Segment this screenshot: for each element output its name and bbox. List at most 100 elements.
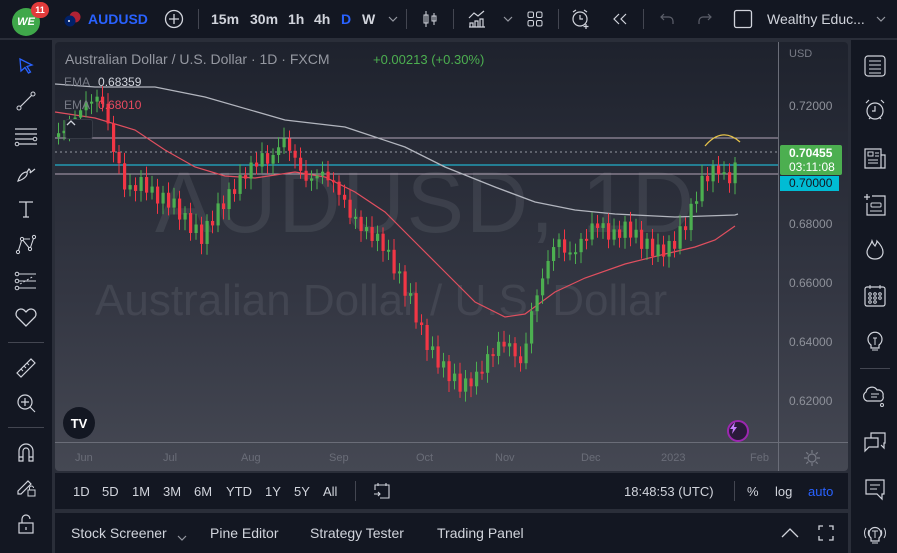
range-1y[interactable]: 1Y	[265, 484, 281, 499]
unlock-icon[interactable]	[13, 511, 39, 537]
price-axis[interactable]: USD 0.72000 0.68000 0.66000 0.64000 0.62…	[778, 42, 848, 442]
layout-name-button[interactable]: Wealthy Educ...	[767, 11, 865, 27]
horizontal-lines-icon[interactable]	[13, 124, 39, 150]
range-5y[interactable]: 5Y	[294, 484, 310, 499]
help-lightbulb-icon[interactable]	[861, 520, 889, 548]
date-range-bar: 1D 5D 1M 3M 6M YTD 1Y 5Y All 18:48:53 (U…	[55, 473, 848, 509]
ideas-lightbulb-icon[interactable]	[861, 327, 889, 355]
calendar-icon[interactable]	[861, 282, 889, 310]
range-1d[interactable]: 1D	[73, 484, 90, 499]
text-icon[interactable]	[13, 196, 39, 222]
candlestick-series	[55, 83, 778, 402]
range-all[interactable]: All	[323, 484, 338, 499]
right-widget-bar	[851, 40, 897, 553]
collapse-legend-button[interactable]	[65, 119, 93, 139]
indicators-chevron-icon[interactable]	[497, 9, 519, 29]
tab-strategy-tester[interactable]: Strategy Tester	[310, 525, 404, 541]
level-price-label: 0.70000	[780, 176, 839, 191]
au-us-flag-icon	[64, 11, 81, 27]
interval-w[interactable]: W	[362, 11, 376, 27]
interval-4h[interactable]: 4h	[314, 11, 331, 27]
candles-icon[interactable]	[419, 9, 441, 29]
replay-icon[interactable]	[609, 9, 631, 29]
price-chart[interactable]: AUDUSD, 1D Australian Dollar / U.S. Doll…	[55, 42, 848, 471]
price-tick: 0.62000	[789, 394, 833, 408]
add-list-icon[interactable]	[861, 190, 889, 218]
layout-grid-icon[interactable]	[524, 9, 546, 29]
time-tick: Dec	[581, 452, 601, 464]
alarm-clock-icon[interactable]	[861, 96, 889, 124]
hotlists-fire-icon[interactable]	[861, 235, 889, 263]
interval-15m[interactable]: 15m	[211, 11, 240, 27]
tab-pine-editor[interactable]: Pine Editor	[210, 525, 279, 541]
ema-legend-fast[interactable]: EMA 0.68010	[64, 98, 141, 112]
price-change: +0.00213 (+0.30%)	[373, 52, 485, 67]
screener-chevron-icon[interactable]	[177, 528, 187, 544]
trend-line-icon[interactable]	[13, 88, 39, 114]
currency-selector[interactable]: USD	[789, 48, 813, 60]
price-tick: 0.66000	[789, 276, 833, 290]
range-3m[interactable]: 3M	[163, 484, 182, 499]
log-toggle[interactable]: log	[775, 484, 793, 499]
chevron-down-icon[interactable]	[382, 9, 404, 29]
interval-d[interactable]: D	[341, 11, 352, 27]
chat-cloud-icon[interactable]	[861, 382, 889, 410]
undo-icon[interactable]	[656, 9, 678, 29]
symbol-search-button[interactable]: AUDUSD	[88, 11, 148, 27]
maximize-panel-icon[interactable]	[817, 524, 835, 545]
tab-trading-panel[interactable]: Trading Panel	[437, 525, 524, 541]
news-icon[interactable]	[861, 144, 889, 172]
ema-value: 0.68010	[98, 98, 142, 112]
interval-30m[interactable]: 30m	[250, 11, 279, 27]
last-price-label: 0.70455 03:11:08	[780, 145, 842, 175]
price-tick: 0.64000	[789, 335, 833, 349]
zoom-in-icon[interactable]	[13, 390, 39, 416]
range-ytd[interactable]: YTD	[226, 484, 252, 499]
time-tick: Sep	[329, 452, 349, 464]
redo-icon[interactable]	[694, 9, 716, 29]
chart-title: Australian Dollar / U.S. Dollar · 1D · F…	[65, 51, 330, 67]
symbol-watermark: AUDUSD, 1D	[155, 155, 696, 251]
percent-toggle[interactable]: %	[747, 484, 759, 499]
favorites-heart-icon[interactable]	[13, 304, 39, 330]
time-axis[interactable]: Jun Jul Aug Sep Oct Nov Dec 2023 Feb	[55, 442, 848, 471]
range-5d[interactable]: 5D	[102, 484, 119, 499]
interval-1h[interactable]: 1h	[288, 11, 305, 27]
forecasting-icon[interactable]	[13, 268, 39, 294]
tab-stock-screener[interactable]: Stock Screener	[71, 525, 167, 541]
time-tick: Jun	[75, 452, 93, 464]
messages-icon[interactable]	[861, 475, 889, 503]
expand-panel-icon[interactable]	[780, 526, 800, 542]
layout-chevron-icon[interactable]	[870, 9, 892, 29]
last-price: 0.70455	[789, 146, 833, 160]
time-tick: Nov	[495, 452, 515, 464]
time-tick: Feb	[750, 452, 769, 464]
magnet-icon[interactable]	[13, 439, 39, 465]
indicators-icon[interactable]	[466, 9, 488, 29]
pattern-icon[interactable]	[13, 232, 39, 258]
auto-toggle[interactable]: auto	[808, 484, 834, 499]
chats-icon[interactable]	[861, 428, 889, 456]
lock-drawings-icon[interactable]	[13, 474, 39, 500]
time-tick: 2023	[661, 452, 686, 464]
cursor-icon[interactable]	[13, 53, 39, 79]
go-to-date-icon[interactable]	[373, 482, 391, 503]
time-tick: Jul	[163, 452, 178, 464]
tradingview-logo[interactable]: TV	[63, 407, 95, 439]
range-1m[interactable]: 1M	[132, 484, 151, 499]
lightning-icon[interactable]	[727, 420, 749, 442]
ema-legend-slow[interactable]: EMA 0.68359	[64, 75, 141, 89]
fullscreen-square-icon[interactable]	[732, 9, 754, 29]
brush-icon[interactable]	[13, 160, 39, 186]
time-tick: Oct	[416, 452, 434, 464]
watchlist-icon[interactable]	[861, 52, 889, 80]
bar-countdown: 03:11:08	[789, 160, 835, 174]
ruler-icon[interactable]	[13, 355, 39, 381]
clock-time[interactable]: 18:48:53 (UTC)	[624, 484, 714, 499]
add-symbol-icon[interactable]	[163, 9, 185, 29]
price-tick: 0.68000	[789, 217, 833, 231]
ema-label: EMA	[64, 98, 91, 112]
range-6m[interactable]: 6M	[194, 484, 213, 499]
alert-icon[interactable]	[570, 9, 592, 29]
